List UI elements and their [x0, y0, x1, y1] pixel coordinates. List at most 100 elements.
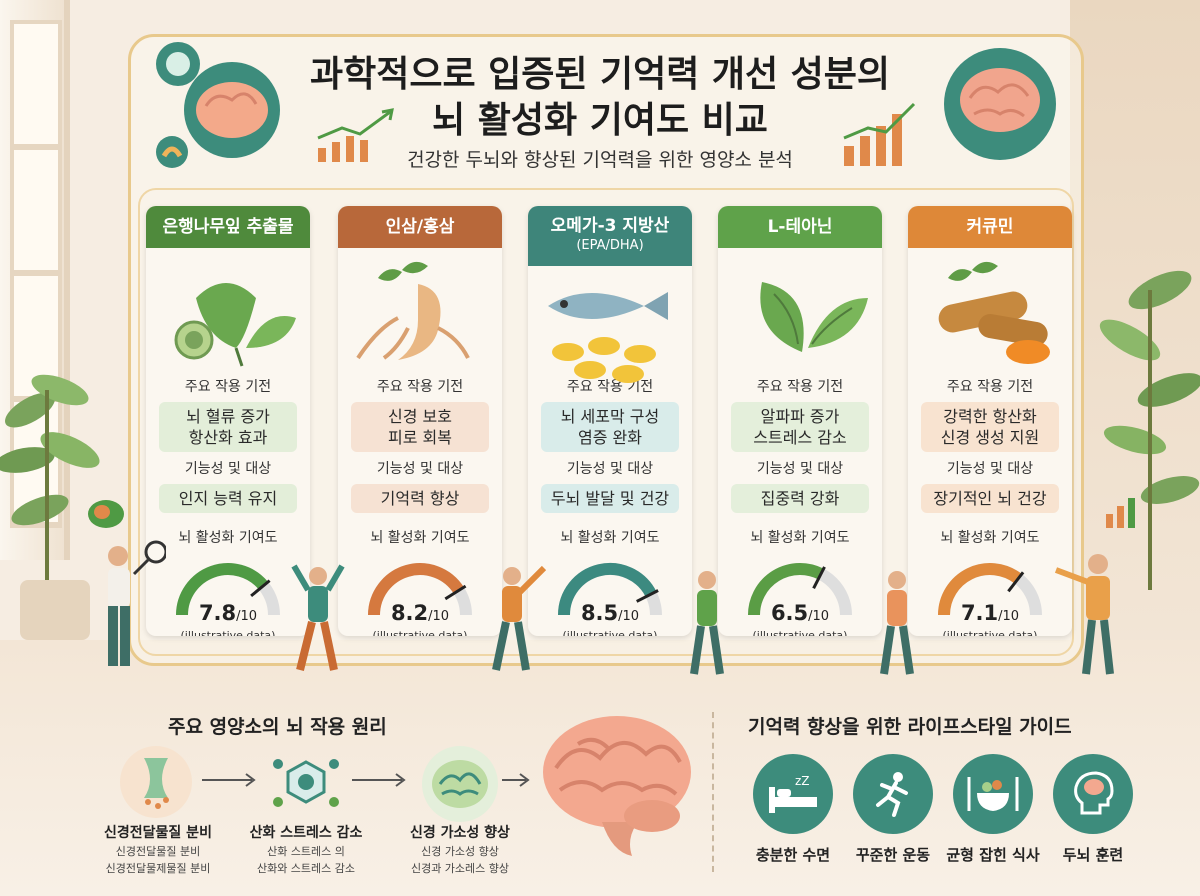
mechanism-label: 주요 작용 기전 — [566, 379, 654, 395]
function-box: 두뇌 발달 및 건강 — [541, 484, 679, 513]
contribution-label: 뇌 활성화 기여도 — [560, 530, 660, 546]
section-divider — [712, 712, 714, 872]
function-label: 기능성 및 대상 — [756, 461, 844, 477]
lifestyle-title: 기억력 향상을 위한 라이프스타일 가이드 — [748, 716, 1072, 738]
score-denominator: /10 — [808, 609, 830, 624]
principle-desc: 신경과 가소레스 향상 — [410, 862, 510, 875]
person-standing-icon — [880, 571, 914, 675]
gauge-wrap: 7.1/10 (illustrative data) — [908, 555, 1072, 636]
brain-circuit-icon — [156, 42, 280, 168]
mechanism-line: 염증 완화 — [578, 428, 642, 447]
ingredient-name: 커큐민 — [966, 217, 1014, 237]
card-body: 주요 작용 기전 신경 보호 피로 회복 기능성 및 대상 기억력 향상 뇌 활성화 기여… — [338, 376, 502, 547]
card-header: 은행나무잎 추출물 — [146, 206, 310, 248]
mechanism-line: 스트레스 감소 — [753, 428, 847, 447]
function-box: 장기적인 뇌 건강 — [921, 484, 1059, 513]
card-header: 인삼/홍삼 — [338, 206, 502, 248]
ginseng-root-icon — [338, 248, 502, 370]
antioxidant-molecule-icon — [273, 759, 339, 807]
person-presenting-icon — [1054, 554, 1114, 675]
score-denominator: /10 — [998, 609, 1020, 624]
illustrative-note: (illustrative data) — [372, 629, 468, 636]
principles-title: 주요 영양소의 뇌 작용 원리 — [168, 716, 387, 738]
score-denominator: /10 — [236, 609, 258, 624]
svg-text:zZ: zZ — [795, 774, 810, 788]
score-number: 8.5 — [580, 601, 619, 625]
bar-chart-icon — [843, 102, 916, 166]
mechanism-line: 신경 생성 지원 — [940, 428, 1040, 447]
plant-left-icon — [0, 374, 100, 640]
mechanism-line: 피로 회복 — [388, 428, 452, 447]
principle-item: 산화 스트레스 감소 산화 스트레스 의 산화와 스트레스 감소 — [226, 822, 386, 876]
ingredient-card: 은행나무잎 추출물 주요 작용 기전 뇌 혈류 증가 항산화 효과 기능성 및 대상 인지… — [146, 206, 310, 636]
lifestyle-label: 균형 잡힌 식사 — [946, 846, 1040, 864]
title-line-2: 뇌 활성화 기여도 비교 — [432, 100, 768, 141]
lifestyle-label: 꾸준한 운동 — [855, 846, 931, 864]
mechanism-box: 뇌 세포막 구성 염증 완화 — [541, 402, 679, 452]
page-title: 과학적으로 입증된 기억력 개선 성분의 뇌 활성화 기여도 비교 — [250, 52, 950, 144]
ingredient-name: L-테아닌 — [767, 217, 833, 237]
brain-chip-icon — [88, 500, 124, 528]
lifestyle-label: 충분한 수면 — [755, 846, 831, 864]
ingredient-name: 인삼/홍삼 — [385, 217, 455, 237]
principle-desc: 산화와 스트레스 감소 — [256, 862, 356, 875]
mechanism-line: 강력한 항산화 — [943, 407, 1037, 426]
card-body: 주요 작용 기전 강력한 항산화 신경 생성 지원 기능성 및 대상 장기적인 뇌 건강… — [908, 376, 1072, 547]
mechanism-line: 항산화 효과 — [188, 428, 268, 447]
mechanism-line: 뇌 혈류 증가 — [186, 407, 270, 426]
contribution-label: 뇌 활성화 기여도 — [750, 530, 850, 546]
lifestyle-item-brain-training: 두뇌 훈련 — [1038, 754, 1148, 865]
brain-head-icon — [1053, 754, 1133, 834]
function-label: 기능성 및 대상 — [566, 461, 654, 477]
function-text: 인지 능력 유지 — [178, 489, 278, 508]
flow-arrow-icon — [202, 773, 256, 787]
mechanism-label: 주요 작용 기전 — [756, 379, 844, 395]
ingredient-card: 커큐민 주요 작용 기전 강력한 항산화 신경 생성 지원 기능성 및 대상 장기적인 뇌… — [908, 206, 1072, 636]
illustrative-note: (illustrative data) — [752, 629, 848, 636]
card-header: L-테아닌 — [718, 206, 882, 248]
function-label: 기능성 및 대상 — [184, 461, 272, 477]
person-walking-icon — [690, 571, 724, 675]
function-text: 두뇌 발달 및 건강 — [550, 489, 670, 508]
neural-network-brain-icon — [422, 746, 498, 822]
meal-plate-icon — [953, 754, 1033, 834]
title-line-1: 과학적으로 입증된 기억력 개선 성분의 — [309, 54, 891, 95]
gauge-wrap: 7.8/10 (illustrative data) — [146, 555, 310, 636]
contribution-gauge — [368, 563, 472, 616]
gauge-wrap: 8.5/10 (illustrative data) — [528, 555, 692, 636]
mini-bar-chart-icon — [1106, 498, 1135, 528]
score-denominator: /10 — [618, 609, 640, 624]
ingredient-subname: (EPA/DHA) — [576, 238, 644, 253]
score-number: 6.5 — [770, 601, 809, 625]
principle-desc: 신경전달물제물질 분비 — [105, 862, 211, 875]
mechanism-line: 알파파 증가 — [760, 407, 840, 426]
person-pointing-icon — [492, 565, 546, 671]
lifestyle-item-exercise: 꾸준한 운동 — [838, 754, 948, 865]
cards-frame — [138, 188, 1074, 656]
card-header: 오메가-3 지방산 (EPA/DHA) — [528, 206, 692, 266]
illustrative-note: (illustrative data) — [180, 629, 276, 636]
card-body: 주요 작용 기전 뇌 혈류 증가 항산화 효과 기능성 및 대상 인지 능력 유지 뇌 활… — [146, 376, 310, 547]
function-text: 장기적인 뇌 건강 — [933, 489, 1047, 508]
sleep-bed-icon: zZ — [753, 754, 833, 834]
score-number: 7.8 — [198, 601, 237, 625]
neurotransmitter-icon — [120, 746, 192, 818]
score-value: 7.8/10 — [146, 601, 310, 625]
principle-name: 산화 스트레스 감소 — [249, 825, 363, 841]
score-value: 6.5/10 — [718, 601, 882, 625]
flow-arrow-icon — [502, 773, 530, 787]
contribution-label: 뇌 활성화 기여도 — [370, 530, 470, 546]
function-box: 집중력 강화 — [731, 484, 869, 513]
contribution-gauge — [176, 563, 280, 616]
function-text: 기억력 향상 — [380, 489, 460, 508]
illustrative-note: (illustrative data) — [562, 629, 658, 636]
gauge-wrap: 6.5/10 (illustrative data) — [718, 555, 882, 636]
function-text: 집중력 강화 — [760, 489, 840, 508]
